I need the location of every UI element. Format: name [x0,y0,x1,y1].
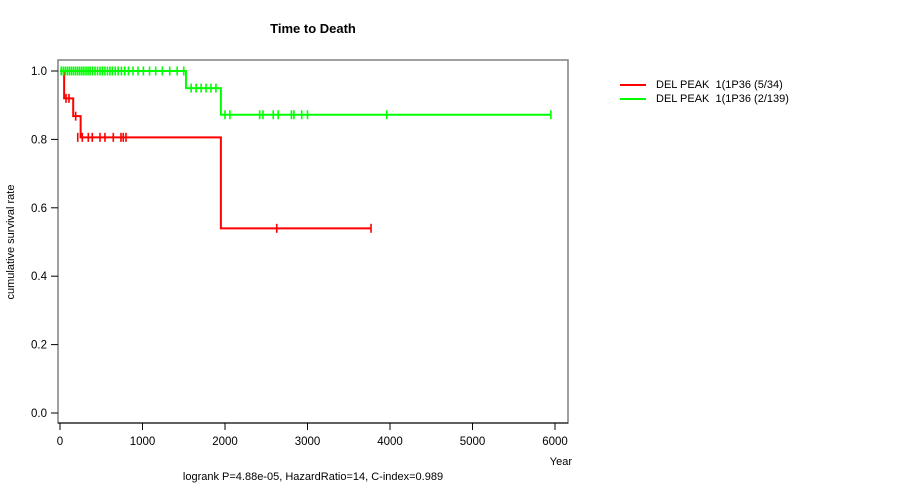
y-tick-label: 0.6 [31,203,47,215]
legend-item-red: DEL PEAK 1(1P36 (5/34) [620,78,789,92]
legend-label-red: DEL PEAK 1(1P36 (5/34) [656,79,783,91]
x-tick-label: 5000 [460,436,486,448]
y-tick-label: 0.0 [31,408,47,420]
legend-label-green: DEL PEAK 1(1P36 (2/139) [656,93,789,105]
x-tick-label: 4000 [377,436,403,448]
y-tick-label: 0.4 [31,271,48,283]
x-tick-label: 0 [57,436,63,448]
survival-curve-red [60,70,372,230]
chart-title: Time to Death [270,21,356,36]
y-tick-label: 0.8 [31,134,47,146]
x-axis-label: Year [549,456,572,468]
x-tick-label: 2000 [212,436,238,448]
x-tick-label: 1000 [130,436,156,448]
legend: DEL PEAK 1(1P36 (5/34) DEL PEAK 1(1P36 (… [620,78,789,106]
y-tick-label: 0.2 [31,340,47,352]
stats-annotation: logrank P=4.88e-05, HazardRatio=14, C-in… [182,471,444,483]
y-tick-label: 1.0 [31,66,47,78]
legend-item-green: DEL PEAK 1(1P36 (2/139) [620,92,789,106]
x-tick-label: 6000 [542,436,568,448]
survival-curve-green [60,70,551,116]
legend-line-green [620,98,646,100]
x-tick-label: 3000 [295,436,321,448]
legend-line-red [620,84,646,86]
